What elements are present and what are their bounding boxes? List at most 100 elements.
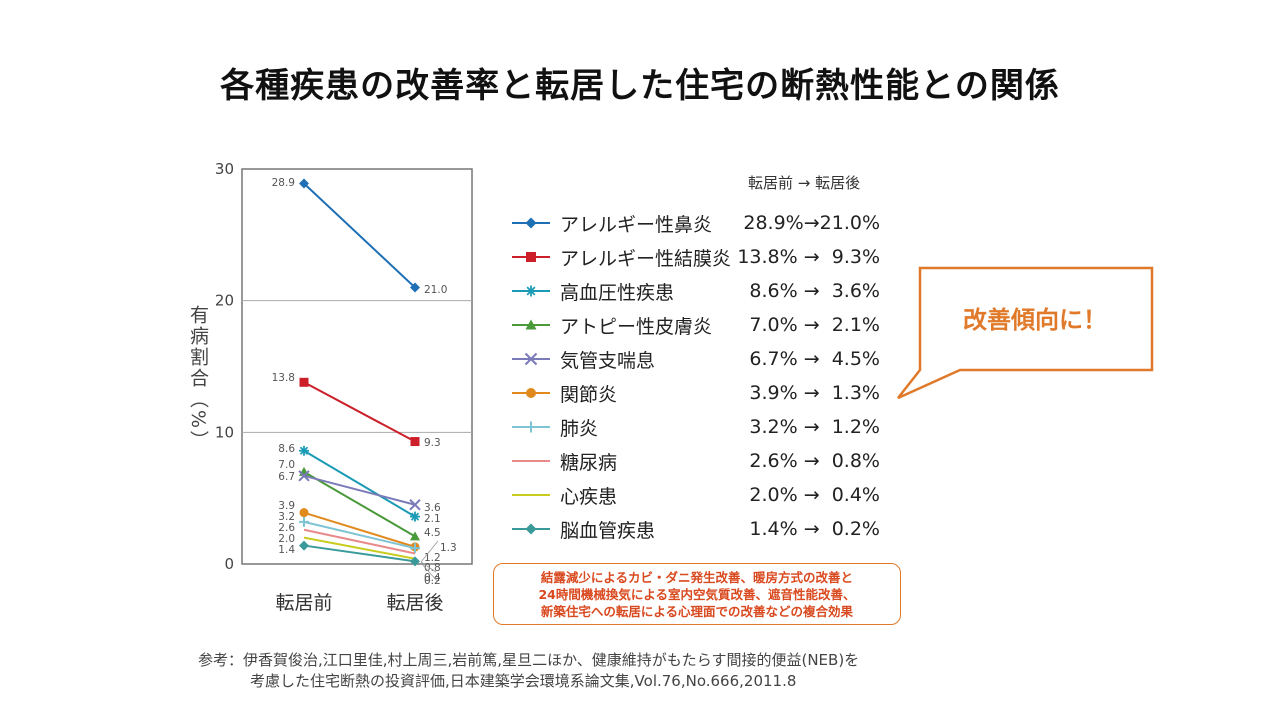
legend-series-name: アレルギー性鼻炎 <box>560 213 713 236</box>
legend-series-name: 心疾患 <box>560 485 618 508</box>
callout-text: 改善傾向に！ <box>963 306 1107 334</box>
data-point <box>299 508 309 518</box>
data-label-after: 2.1 <box>424 513 441 525</box>
y-tick-label: 10 <box>215 423 234 441</box>
x-tick-label: 転居前 <box>275 592 332 614</box>
data-label-before: 28.9 <box>272 177 295 189</box>
series-line <box>303 536 416 560</box>
legend-marker-icon <box>512 523 550 535</box>
series-line <box>303 511 416 548</box>
legend-series-name: 高血圧性疾患 <box>560 281 675 304</box>
series-line <box>303 544 416 563</box>
label-leader-line <box>420 562 439 583</box>
data-point <box>299 516 309 527</box>
legend-marker-icon <box>512 494 550 496</box>
label-leader-line <box>420 540 439 563</box>
legend-series-values: 7.0% → 2.1% <box>749 314 880 336</box>
legend-item: アレルギー性鼻炎 28.9%→21.0% <box>510 206 900 240</box>
y-tick-label: 20 <box>215 292 234 310</box>
data-point <box>526 252 536 262</box>
series-line <box>303 470 416 538</box>
effect-note-box: 結露減少によるカビ・ダニ発生改善、暖房方式の改善と 24時間機械換気による室内空… <box>493 563 901 625</box>
legend-header: 転居前 → 転居後 <box>748 174 861 192</box>
data-label-before: 2.6 <box>278 522 295 534</box>
data-point <box>410 556 420 567</box>
legend-item: 高血圧性疾患 8.6% → 3.6% <box>510 274 900 308</box>
reference-line-1: 参考：伊香賀俊治,江口里佳,村上周三,岩前篤,星旦二ほか、健康維持がもたらす間接… <box>198 651 860 669</box>
effect-note-line: 結露減少によるカビ・ダニ発生改善、暖房方式の改善と <box>540 570 854 585</box>
legend-marker-icon <box>512 352 550 366</box>
series-line <box>303 528 416 555</box>
data-point <box>525 217 537 229</box>
data-label-before: 1.4 <box>278 544 295 556</box>
y-axis-label: 有病割合（%） <box>187 305 209 451</box>
legend-marker-icon <box>512 460 550 462</box>
series-line <box>303 520 416 550</box>
label-leader-line <box>420 561 437 573</box>
legend-series-values: 8.6% → 3.6% <box>749 280 880 302</box>
series-line <box>303 182 416 289</box>
y-tick-label: 0 <box>224 555 234 573</box>
legend-item: アレルギー性結膜炎 13.8% → 9.3% <box>510 240 900 274</box>
legend-item: 心疾患 2.0% → 0.4% <box>510 478 900 512</box>
legend-series-name: 糖尿病 <box>560 451 618 474</box>
data-label-after: 3.6 <box>424 502 441 514</box>
chart-legend: アレルギー性鼻炎 28.9%→21.0% アレルギー性結膜炎 13.8% → 9.3%… <box>510 206 900 546</box>
legend-series-name: 肺炎 <box>560 417 599 440</box>
legend-marker-icon <box>512 388 550 398</box>
data-point <box>410 511 420 522</box>
data-point <box>299 377 309 387</box>
data-label-after: 9.3 <box>424 437 441 449</box>
callout-bubble <box>897 266 1154 400</box>
series-line <box>303 474 416 506</box>
legend-item: アトピー性皮膚炎 7.0% → 2.1% <box>510 308 900 342</box>
data-label-before: 8.6 <box>278 443 295 455</box>
legend-series-values: 13.8% → 9.3% <box>737 246 880 268</box>
slide-title: 各種疾患の改善率と転居した住宅の断熱性能との関係 <box>220 66 1060 106</box>
legend-marker-icon <box>512 421 550 433</box>
data-point <box>525 319 537 330</box>
data-point <box>298 470 310 482</box>
legend-item: 肺炎 3.2% → 1.2% <box>510 410 900 444</box>
legend-series-name: アレルギー性結膜炎 <box>560 247 732 270</box>
legend-series-values: 2.6% → 0.8% <box>749 450 880 472</box>
effect-note-line: 24時間機械換気による室内空気質改善、遮音性能改善、 <box>538 587 856 602</box>
plot-frame <box>241 168 473 565</box>
legend-item: 脳血管疾患 1.4% → 0.2% <box>510 512 900 546</box>
data-point <box>410 282 420 293</box>
data-point <box>299 445 309 456</box>
legend-series-values: 1.4% → 0.2% <box>749 518 880 540</box>
data-label-before: 7.0 <box>278 459 295 471</box>
data-point <box>525 285 537 297</box>
legend-series-name: 脳血管疾患 <box>560 519 656 542</box>
legend-item: 糖尿病 2.6% → 0.8% <box>510 444 900 478</box>
data-point <box>524 352 538 366</box>
series-line <box>303 449 416 518</box>
legend-series-values: 2.0% → 0.4% <box>749 484 880 506</box>
data-label-before: 13.8 <box>272 372 295 384</box>
data-point <box>410 531 420 541</box>
legend-marker-icon <box>512 252 550 262</box>
legend-item: 関節炎 3.9% → 1.3% <box>510 376 900 410</box>
data-label-before: 3.2 <box>278 511 295 523</box>
legend-marker-icon <box>512 319 550 330</box>
data-point <box>525 523 537 535</box>
data-point <box>409 499 421 511</box>
legend-marker-icon <box>512 217 550 229</box>
data-label-after: 0.2 <box>424 575 441 587</box>
legend-series-values: 28.9%→21.0% <box>743 212 880 234</box>
data-point <box>299 540 309 551</box>
data-point <box>410 543 420 554</box>
data-label-after: 21.0 <box>424 284 447 296</box>
legend-series-name: 関節炎 <box>560 383 618 406</box>
effect-note-line: 新築住宅への転居による心理面での改善などの複合効果 <box>540 604 854 619</box>
data-label-before: 3.9 <box>278 500 295 512</box>
data-point <box>525 421 537 433</box>
data-label-after: 1.3 <box>440 542 457 554</box>
series-line <box>303 381 416 443</box>
data-label-after: 1.2 <box>424 552 441 564</box>
y-tick-label: 30 <box>215 160 234 178</box>
legend-item: 気管支喘息 6.7% → 4.5% <box>510 342 900 376</box>
legend-series-values: 6.7% → 4.5% <box>749 348 880 370</box>
